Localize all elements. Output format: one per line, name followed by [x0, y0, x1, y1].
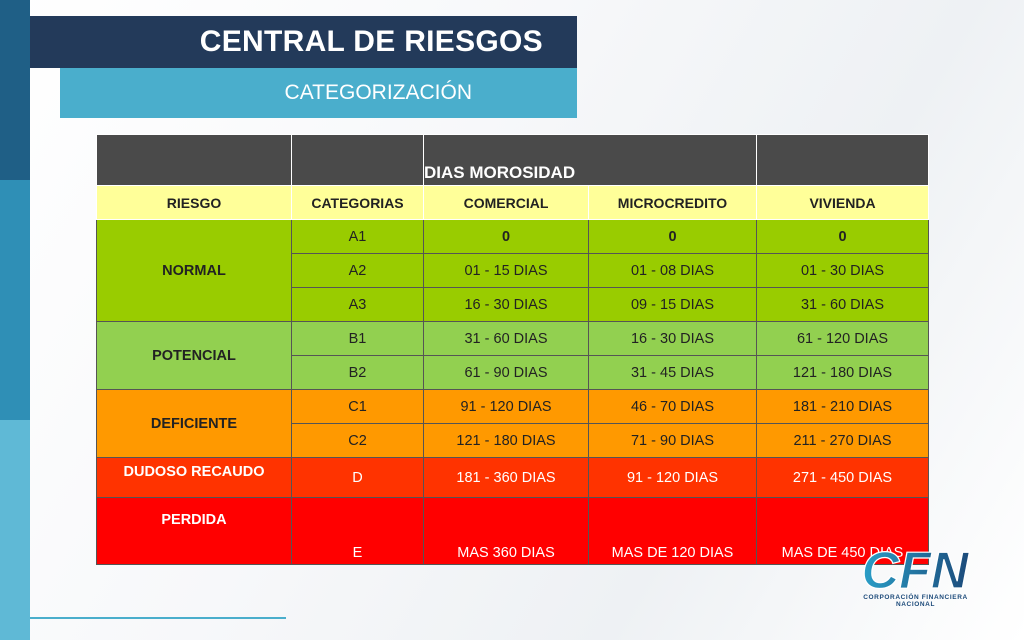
- cfn-logo-icon: CFN: [861, 541, 971, 600]
- vivienda-cell: 01 - 30 DIAS: [756, 253, 929, 288]
- riesgo-cell: DEFICIENTE: [96, 389, 292, 458]
- microcredito-cell: 46 - 70 DIAS: [588, 389, 757, 424]
- vivienda-cell: 211 - 270 DIAS: [756, 423, 929, 458]
- microcredito-cell: 31 - 45 DIAS: [588, 355, 757, 390]
- riesgo-cell: DUDOSO RECAUDO: [96, 457, 292, 498]
- comercial-cell: 0: [423, 219, 589, 254]
- page-title: CENTRAL DE RIESGOS: [199, 25, 543, 58]
- group-header-label: DIAS MOROSIDAD: [424, 163, 576, 182]
- microcredito-cell: 91 - 120 DIAS: [588, 457, 757, 498]
- categoria-cell: B2: [291, 355, 424, 390]
- left-accent-bar-bottom: [0, 420, 30, 640]
- header-blank: [96, 134, 292, 186]
- page-subtitle: CATEGORIZACIÓN: [284, 81, 472, 104]
- vivienda-cell: 121 - 180 DIAS: [756, 355, 929, 390]
- logo-caption: CORPORACIÓN FINANCIERA NACIONAL: [863, 594, 968, 608]
- microcredito-cell: 09 - 15 DIAS: [588, 287, 757, 322]
- microcredito-cell: 16 - 30 DIAS: [588, 321, 757, 356]
- column-header: MICROCREDITO: [588, 185, 757, 220]
- table-row: NORMAL A1 0 0 0: [96, 219, 929, 322]
- table-group-header-row: DIAS MOROSIDAD: [96, 134, 929, 186]
- vivienda-cell: 0: [756, 219, 929, 254]
- comercial-cell: 181 - 360 DIAS: [423, 457, 589, 498]
- microcredito-cell: 0: [588, 219, 757, 254]
- categoria-cell: A1: [291, 219, 424, 254]
- group-header-dias-morosidad: DIAS MOROSIDAD: [423, 134, 757, 186]
- vivienda-cell: 181 - 210 DIAS: [756, 389, 929, 424]
- subtitle-bar: CATEGORIZACIÓN: [60, 68, 577, 118]
- categoria-cell: C2: [291, 423, 424, 458]
- riesgos-table: DIAS MOROSIDAD RIESGO CATEGORIAS COMERCI…: [96, 134, 929, 565]
- table-row: DUDOSO RECAUDO D 181 - 360 DIAS 91 - 120…: [96, 457, 929, 498]
- header-blank: [291, 134, 424, 186]
- title-bar: CENTRAL DE RIESGOS: [30, 16, 577, 68]
- comercial-cell: 91 - 120 DIAS: [423, 389, 589, 424]
- comercial-cell: 121 - 180 DIAS: [423, 423, 589, 458]
- table-row: DEFICIENTE C1 91 - 120 DIAS 46 - 70 DIAS…: [96, 389, 929, 458]
- categoria-cell: E: [291, 497, 424, 565]
- vivienda-cell: 61 - 120 DIAS: [756, 321, 929, 356]
- riesgo-cell: POTENCIAL: [96, 321, 292, 390]
- microcredito-cell: 71 - 90 DIAS: [588, 423, 757, 458]
- microcredito-cell: MAS DE 120 DIAS: [588, 497, 757, 565]
- microcredito-cell: 01 - 08 DIAS: [588, 253, 757, 288]
- footer-divider: [30, 617, 286, 619]
- comercial-cell: MAS 360 DIAS: [423, 497, 589, 565]
- logo-text: CFN: [862, 542, 970, 600]
- riesgo-cell: NORMAL: [96, 219, 292, 322]
- comercial-cell: 31 - 60 DIAS: [423, 321, 589, 356]
- column-header: VIVIENDA: [756, 185, 929, 220]
- vivienda-cell: MAS DE 450 DIAS: [756, 497, 929, 565]
- left-accent-bar-top: [0, 0, 30, 180]
- header-blank: [756, 134, 929, 186]
- categoria-cell: C1: [291, 389, 424, 424]
- vivienda-cell: 31 - 60 DIAS: [756, 287, 929, 322]
- column-header: COMERCIAL: [423, 185, 589, 220]
- categoria-cell: B1: [291, 321, 424, 356]
- comercial-cell: 01 - 15 DIAS: [423, 253, 589, 288]
- column-header: RIESGO: [96, 185, 292, 220]
- comercial-cell: 61 - 90 DIAS: [423, 355, 589, 390]
- categoria-cell: A3: [291, 287, 424, 322]
- column-header: CATEGORIAS: [291, 185, 424, 220]
- table-row: PERDIDA E MAS 360 DIAS MAS DE 120 DIAS M…: [96, 497, 929, 565]
- comercial-cell: 16 - 30 DIAS: [423, 287, 589, 322]
- categoria-cell: D: [291, 457, 424, 498]
- table-column-header-row: RIESGO CATEGORIAS COMERCIAL MICROCREDITO…: [96, 185, 929, 220]
- vivienda-cell: 271 - 450 DIAS: [756, 457, 929, 498]
- table-row: POTENCIAL B1 31 - 60 DIAS 16 - 30 DIAS 6…: [96, 321, 929, 390]
- riesgo-cell: PERDIDA: [96, 497, 292, 565]
- categoria-cell: A2: [291, 253, 424, 288]
